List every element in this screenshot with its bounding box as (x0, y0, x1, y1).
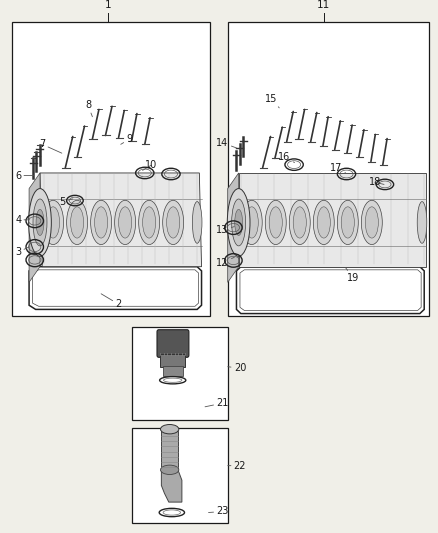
Text: 4: 4 (15, 215, 29, 225)
Bar (162, 366, 183, 376)
Ellipse shape (235, 209, 243, 236)
Ellipse shape (67, 200, 88, 245)
Text: 14: 14 (216, 138, 237, 148)
FancyBboxPatch shape (157, 330, 189, 357)
Ellipse shape (160, 424, 179, 434)
Ellipse shape (341, 207, 354, 238)
Text: 8: 8 (85, 100, 92, 117)
Ellipse shape (293, 207, 306, 238)
Text: 22: 22 (228, 461, 246, 471)
Text: 17: 17 (330, 163, 346, 173)
Ellipse shape (313, 200, 334, 245)
Text: 2: 2 (101, 294, 122, 309)
Text: 13: 13 (216, 225, 234, 235)
Text: 20: 20 (228, 364, 246, 373)
Bar (161, 431, 178, 470)
Polygon shape (40, 173, 201, 266)
Ellipse shape (160, 465, 179, 474)
Ellipse shape (71, 207, 84, 238)
Text: 18: 18 (369, 177, 384, 187)
Polygon shape (228, 173, 239, 282)
Bar (132, 428, 228, 523)
Text: 7: 7 (39, 139, 62, 153)
Bar (12, 22, 210, 316)
Ellipse shape (192, 201, 202, 243)
Text: 21: 21 (205, 398, 229, 408)
Polygon shape (29, 173, 40, 282)
Bar (228, 22, 428, 316)
Bar (160, 354, 185, 367)
Text: 15: 15 (265, 94, 279, 108)
Ellipse shape (417, 201, 427, 243)
Ellipse shape (232, 199, 246, 246)
Text: 6: 6 (15, 171, 33, 181)
Text: 1: 1 (104, 1, 111, 11)
Text: 11: 11 (317, 1, 330, 11)
Ellipse shape (143, 207, 155, 238)
Ellipse shape (91, 200, 112, 245)
Ellipse shape (227, 189, 250, 256)
Ellipse shape (95, 207, 108, 238)
Ellipse shape (361, 200, 382, 245)
Ellipse shape (365, 207, 378, 238)
Text: 3: 3 (15, 247, 29, 257)
Text: 5: 5 (59, 197, 73, 207)
Ellipse shape (36, 209, 44, 236)
Ellipse shape (337, 200, 358, 245)
Ellipse shape (241, 200, 262, 245)
Text: 9: 9 (121, 134, 133, 144)
Ellipse shape (166, 207, 180, 238)
Text: 10: 10 (143, 160, 157, 171)
Text: 23: 23 (208, 506, 229, 516)
Polygon shape (161, 470, 182, 502)
Ellipse shape (28, 189, 51, 256)
Polygon shape (239, 173, 426, 266)
Ellipse shape (119, 207, 132, 238)
Ellipse shape (269, 207, 283, 238)
Text: 19: 19 (346, 268, 360, 283)
Text: 12: 12 (216, 257, 234, 268)
Ellipse shape (139, 200, 159, 245)
Bar (132, 327, 228, 421)
Ellipse shape (42, 200, 64, 245)
Ellipse shape (245, 207, 258, 238)
Ellipse shape (33, 199, 47, 246)
Ellipse shape (317, 207, 330, 238)
Ellipse shape (265, 200, 286, 245)
Text: 16: 16 (279, 152, 294, 163)
Ellipse shape (289, 200, 310, 245)
Ellipse shape (115, 200, 136, 245)
Ellipse shape (46, 207, 60, 238)
Ellipse shape (162, 200, 184, 245)
